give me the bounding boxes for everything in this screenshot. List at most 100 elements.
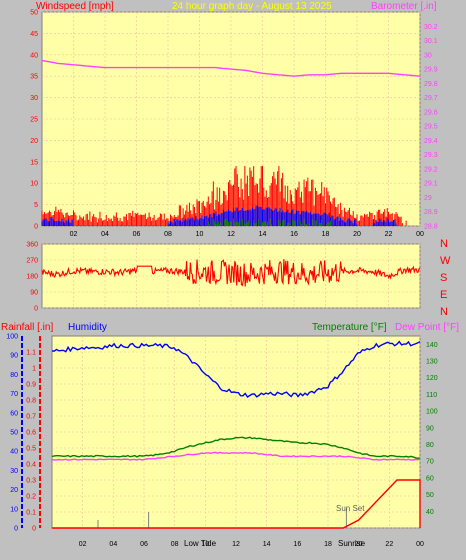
direction-tick-label: 180 bbox=[26, 274, 38, 281]
humidity-tick-label: 50 bbox=[10, 430, 18, 437]
x-tick-label: 06 bbox=[133, 231, 141, 238]
temp-tick-label: 130 bbox=[426, 359, 438, 366]
wind-tick-label: 10 bbox=[30, 181, 38, 188]
rain-tick-label: 0.1 bbox=[26, 510, 36, 517]
x-tick-label: 02 bbox=[70, 231, 78, 238]
x-tick-label: 22 bbox=[385, 231, 393, 238]
x-tick-label: 18 bbox=[324, 541, 332, 548]
barometer-tick-label: 29.5 bbox=[424, 124, 438, 131]
wind-tick-label: 20 bbox=[30, 138, 38, 145]
wind-direction-line bbox=[41, 259, 421, 287]
humidity-line bbox=[51, 340, 421, 398]
rain-tick-label: 0.4 bbox=[26, 462, 36, 469]
humidity-tick-label: 20 bbox=[10, 487, 18, 494]
barometer-tick-label: 28.8 bbox=[424, 224, 438, 231]
x-tick-label: 20 bbox=[355, 541, 363, 548]
rain-tick-label: 0.6 bbox=[26, 430, 36, 437]
humidity-tick-label: 90 bbox=[10, 353, 18, 360]
dewpoint-line bbox=[51, 451, 421, 461]
rain-tick-label: 0.5 bbox=[26, 446, 36, 453]
wind-barometer-panel: 0 5 10 15 20 25 30 35 40 45 50 28.8 28.9 29 29.1 29.2 29… bbox=[30, 10, 438, 239]
x-tick-label: 12 bbox=[232, 541, 240, 548]
wind-tick-label: 30 bbox=[30, 95, 38, 102]
direction-tick-label: 360 bbox=[26, 242, 38, 249]
barometer-line bbox=[41, 59, 421, 77]
wind-tick-label: 45 bbox=[30, 31, 38, 38]
humidity-tick-label: 0 bbox=[14, 526, 18, 533]
humidity-axis-title: Humidity bbox=[68, 322, 107, 333]
temp-tick-label: 100 bbox=[426, 409, 438, 416]
temp-tick-label: 80 bbox=[426, 442, 434, 449]
barometer-tick-label: 29.1 bbox=[424, 181, 438, 188]
wind-tick-label: 35 bbox=[30, 74, 38, 81]
wind-tick-label: 40 bbox=[30, 52, 38, 59]
x-tick-label: 18 bbox=[322, 231, 330, 238]
compass-label: E bbox=[440, 289, 447, 301]
barometer-tick-label: 28.9 bbox=[424, 209, 438, 216]
barometer-tick-label: 29.8 bbox=[424, 81, 438, 88]
x-tick-label: 08 bbox=[164, 231, 172, 238]
x-tick-label: 14 bbox=[259, 231, 267, 238]
wind-tick-label: 0 bbox=[34, 224, 38, 231]
barometer-tick-label: 29 bbox=[424, 195, 432, 202]
x-tick-label: 04 bbox=[109, 541, 117, 548]
temp-tick-label: 120 bbox=[426, 375, 438, 382]
x-tick-label: 00 bbox=[416, 541, 424, 548]
wind-tick-label: 5 bbox=[34, 202, 38, 209]
temp-tick-label: 50 bbox=[426, 492, 434, 499]
wind-tick-label: 50 bbox=[30, 10, 38, 17]
rain-tick-label: 0.2 bbox=[26, 494, 36, 501]
x-tick-label: 06 bbox=[140, 541, 148, 548]
barometer-tick-label: 29.2 bbox=[424, 166, 438, 173]
humidity-tick-label: 40 bbox=[10, 449, 18, 456]
barometer-tick-label: 30 bbox=[424, 52, 432, 59]
temp-humidity-rain-panel: 0 0.1 0.2 0.3 0.4 0.5 0.6 0.7 0.8 0.9 1 1.1 0 10 20 30 4… bbox=[6, 334, 437, 549]
temp-tick-label: 60 bbox=[426, 475, 434, 482]
wind-tick-label: 15 bbox=[30, 159, 38, 166]
x-tick-label: 10 bbox=[201, 541, 209, 548]
temperature-axis-title: Temperature [°F] bbox=[312, 322, 387, 333]
x-tick-label: 12 bbox=[227, 231, 235, 238]
rain-tick-label: 1.1 bbox=[26, 350, 36, 357]
barometer-tick-label: 30.1 bbox=[424, 38, 438, 45]
x-tick-label: 16 bbox=[293, 541, 301, 548]
rainfall-axis-title: Rainfall [.in] bbox=[1, 322, 53, 333]
humidity-tick-label: 30 bbox=[10, 468, 18, 475]
wind-tick-label: 25 bbox=[30, 117, 38, 124]
dewpoint-axis-title: Dew Point [°F] bbox=[395, 322, 459, 333]
barometer-tick-label: 29.7 bbox=[424, 95, 438, 102]
temp-tick-label: 110 bbox=[426, 392, 437, 399]
humidity-tick-label: 60 bbox=[10, 410, 18, 417]
low-tide-label: Low Tide bbox=[184, 539, 217, 548]
x-tick-label: 08 bbox=[171, 541, 179, 548]
barometer-axis-title: Barometer [.in] bbox=[371, 1, 437, 12]
barometer-tick-label: 29.4 bbox=[424, 138, 438, 145]
x-tick-label: 16 bbox=[290, 231, 298, 238]
barometer-tick-label: 29.3 bbox=[424, 152, 438, 159]
rain-tick-label: 1 bbox=[32, 366, 36, 373]
temperature-line bbox=[51, 436, 421, 460]
humidity-tick-label: 10 bbox=[10, 506, 18, 513]
chart-date-title: 24 hour graph day - August 13 2025 bbox=[172, 1, 332, 12]
x-tick-label: 02 bbox=[79, 541, 87, 548]
compass-label: W bbox=[440, 255, 451, 267]
sun-set-label: Sun Set bbox=[336, 504, 365, 513]
direction-tick-label: 0 bbox=[34, 306, 38, 313]
rain-tick-label: 0.3 bbox=[26, 478, 36, 485]
x-tick-label: 22 bbox=[385, 541, 393, 548]
temp-tick-label: 140 bbox=[426, 342, 438, 349]
humidity-tick-label: 100 bbox=[6, 334, 18, 341]
x-tick-label: 20 bbox=[353, 231, 361, 238]
rainfall-line bbox=[52, 479, 421, 529]
x-tick-label: 04 bbox=[101, 231, 109, 238]
humidity-tick-label: 80 bbox=[10, 372, 18, 379]
rain-tick-label: 0.8 bbox=[26, 398, 36, 405]
rain-tick-label: 0.9 bbox=[26, 382, 36, 389]
x-tick-label: 00 bbox=[416, 231, 424, 238]
direction-tick-label: 90 bbox=[30, 290, 38, 297]
temp-tick-label: 40 bbox=[426, 509, 434, 516]
rain-tick-label: 0 bbox=[32, 526, 36, 533]
